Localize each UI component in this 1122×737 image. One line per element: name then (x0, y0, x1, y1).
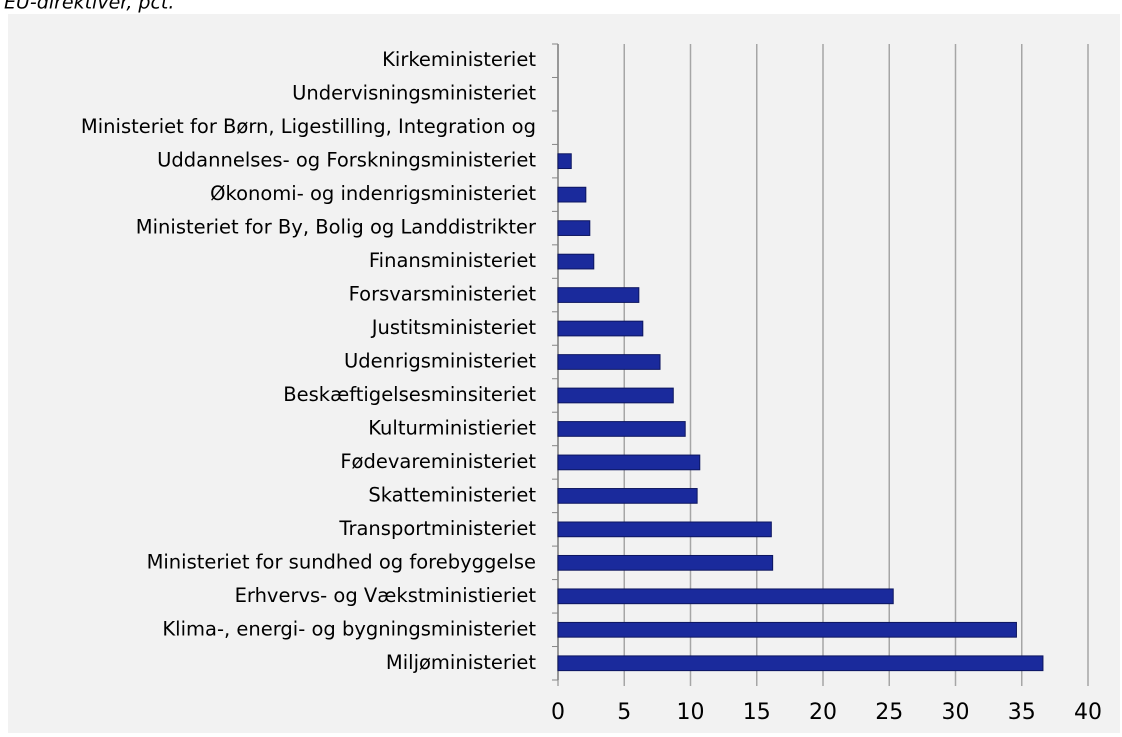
y-tick-label: Ministeriet for By, Bolig og Landdistrik… (136, 216, 537, 239)
y-tick-label: Justitsministeriet (370, 316, 537, 339)
bar (557, 488, 698, 504)
y-tick-label: Skatteministeriet (368, 483, 536, 506)
bar (557, 186, 587, 203)
bar (557, 521, 772, 538)
y-tick-label: Miljøministeriet (386, 651, 536, 674)
y-tick-label: Økonomi- og indenrigsministeriet (210, 182, 536, 205)
bar (557, 320, 644, 337)
bar (557, 588, 894, 605)
y-tick-label: Uddannelses- og Forskningsministeriet (157, 149, 536, 172)
bar (557, 554, 774, 571)
x-tick-label: 25 (875, 700, 903, 725)
bar (557, 387, 674, 404)
bar (557, 220, 591, 236)
x-tick-label: 5 (617, 700, 631, 725)
y-tick-label: Forsvarsministeriet (349, 283, 537, 306)
x-tick-label: 20 (809, 700, 837, 725)
x-tick-label: 10 (677, 700, 705, 725)
chart-background (8, 14, 1120, 733)
bar (557, 655, 1044, 672)
y-tick-label: Fødevareministeriet (340, 450, 536, 473)
y-tick-label: Beskæftigelsesminsiteriet (283, 383, 536, 406)
y-tick-label: Transportministeriet (338, 517, 536, 540)
x-tick-label: 30 (942, 700, 970, 725)
x-tick-label: 35 (1008, 700, 1036, 725)
x-tick-label: 40 (1074, 700, 1102, 725)
y-tick-label: Ministeriet for Børn, Ligestilling, Inte… (81, 115, 536, 138)
y-tick-label: Udenrigsministeriet (344, 350, 536, 373)
y-tick-label: Kulturministieriet (368, 416, 536, 439)
bar (557, 621, 1017, 638)
bar (557, 253, 595, 270)
bar (557, 421, 686, 437)
y-tick-label: Kirkeministeriet (382, 48, 536, 71)
bar (557, 354, 661, 370)
y-tick-label: Undervisningsministeriet (292, 82, 536, 105)
y-tick-label: Ministeriet for sundhed og forebyggelse (147, 550, 536, 573)
y-tick-label: Finansministeriet (369, 249, 536, 272)
x-tick-label: 15 (743, 700, 771, 725)
x-tick-label: 0 (551, 700, 565, 725)
bar (557, 153, 572, 170)
y-tick-label: Klima-, energi- og bygningsministeriet (162, 617, 536, 640)
bar (557, 287, 640, 303)
y-tick-label: Erhvervs- og Vækstministieriet (235, 584, 537, 607)
chart-title: EU-direktiver, pct. (4, 0, 174, 14)
bar (557, 454, 701, 471)
